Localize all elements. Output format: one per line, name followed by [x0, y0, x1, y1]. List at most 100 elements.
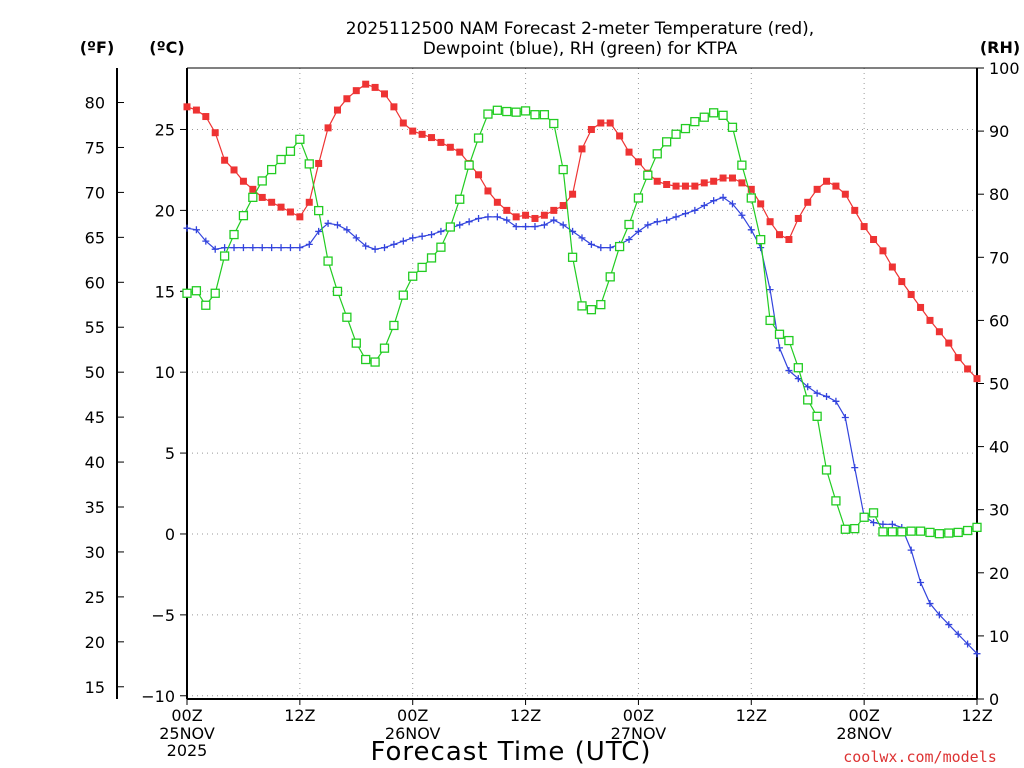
celsius-tick-label: 0 — [165, 525, 175, 544]
dewpoint-point — [625, 236, 633, 244]
dewpoint-point — [503, 216, 511, 224]
rh-point — [746, 193, 756, 203]
rh-point — [567, 252, 578, 262]
dewpoint-point — [277, 244, 285, 252]
rh-point — [370, 357, 380, 367]
fahrenheit-tick-label: 40 — [85, 453, 105, 472]
dewpoint-point — [456, 221, 464, 229]
rh-point — [831, 496, 841, 506]
dewpoint-point — [550, 216, 558, 224]
temperature-point — [653, 177, 661, 185]
chart-title-line1: 2025112500 NAM Forecast 2-meter Temperat… — [346, 19, 814, 39]
temperature-point — [324, 124, 332, 132]
temperature-point — [249, 185, 257, 193]
grid-lines — [187, 68, 977, 699]
temperature-point — [484, 187, 492, 195]
temperature-point — [221, 156, 229, 164]
x-axis-label: Forecast Time (UTC) — [370, 737, 651, 767]
temperature-point — [268, 198, 276, 206]
rh-point — [351, 338, 361, 348]
rh-point — [229, 229, 239, 240]
celsius-tick-label: 15 — [155, 282, 175, 301]
temperature-point — [747, 185, 755, 193]
rh-point — [671, 129, 681, 139]
dewpoint-point — [954, 630, 962, 638]
rh-point — [624, 219, 634, 230]
temperature-point — [634, 158, 642, 166]
dewpoint-point — [286, 244, 294, 252]
dewpoint-point — [663, 216, 671, 224]
rh-tick-label: 80 — [989, 185, 1009, 204]
series-layer — [182, 80, 982, 658]
dewpoint-point — [794, 375, 802, 383]
dewpoint-point — [926, 600, 934, 608]
rh-point — [520, 106, 531, 116]
rh-point — [784, 335, 794, 346]
rh-point — [210, 288, 220, 298]
rh-point — [483, 109, 493, 119]
celsius-tick-label: −5 — [151, 606, 175, 625]
dewpoint-point — [390, 240, 398, 248]
rh-point — [925, 527, 935, 538]
rh-point — [774, 329, 785, 339]
celsius-unit-label: (ºC) — [149, 38, 184, 57]
rh-unit-label: (RH) — [980, 38, 1020, 57]
dewpoint-point — [587, 240, 595, 248]
rh-point — [793, 363, 803, 373]
dewpoint-point — [192, 226, 200, 234]
temperature-point — [296, 213, 304, 221]
rh-point — [398, 290, 408, 300]
celsius-tick-label: 5 — [165, 444, 175, 463]
dewpoint-point — [832, 397, 840, 405]
temperature-point — [390, 103, 398, 111]
temperature-point — [616, 132, 624, 140]
temperature-point — [719, 174, 727, 182]
dewpoint-point — [973, 650, 981, 658]
dewpoint-point — [465, 218, 473, 226]
dewpoint-point — [578, 234, 586, 242]
temperature-point — [898, 278, 906, 286]
rh-point — [238, 211, 249, 221]
temperature-point — [587, 125, 595, 133]
temperature-point — [512, 213, 520, 221]
rh-point — [953, 527, 963, 538]
dewpoint-point — [531, 223, 539, 231]
rh-point — [934, 529, 945, 539]
dewpoint-point — [907, 546, 915, 554]
rh-point — [709, 108, 719, 118]
rh-point — [361, 354, 371, 365]
temperature-point — [917, 303, 925, 311]
x-tick-label: 12Z — [510, 706, 541, 725]
temperature-point — [757, 200, 765, 208]
rh-point — [473, 133, 484, 143]
celsius-tick-label: 20 — [155, 201, 175, 220]
dewpoint-point — [945, 621, 953, 629]
dewpoint-point — [728, 200, 736, 208]
rh-point — [756, 234, 766, 245]
temperature-point — [870, 236, 878, 244]
temperature-point — [841, 190, 849, 198]
temperature-point — [794, 214, 802, 222]
temperature-point — [446, 143, 454, 151]
temperature-point — [202, 113, 210, 121]
temperature-point — [493, 198, 501, 206]
fahrenheit-tick-label: 70 — [85, 183, 105, 202]
rh-point — [661, 137, 672, 147]
temperature-point — [945, 339, 953, 347]
rh-point — [614, 241, 625, 252]
temperature-point — [681, 182, 689, 190]
rh-point — [821, 465, 832, 475]
dewpoint-point — [841, 413, 849, 421]
temperature-point — [597, 119, 605, 127]
dewpoint-point — [644, 221, 652, 229]
temperature-point — [315, 159, 323, 167]
dewpoint-point — [428, 231, 436, 239]
temperature-point — [211, 129, 219, 137]
dewpoint-point — [776, 344, 783, 352]
rh-point — [191, 286, 202, 296]
rh-point — [944, 528, 954, 538]
series-rh — [182, 105, 982, 539]
dewpoint-point — [634, 227, 642, 235]
rh-point — [962, 525, 973, 536]
rh-point — [445, 222, 455, 232]
